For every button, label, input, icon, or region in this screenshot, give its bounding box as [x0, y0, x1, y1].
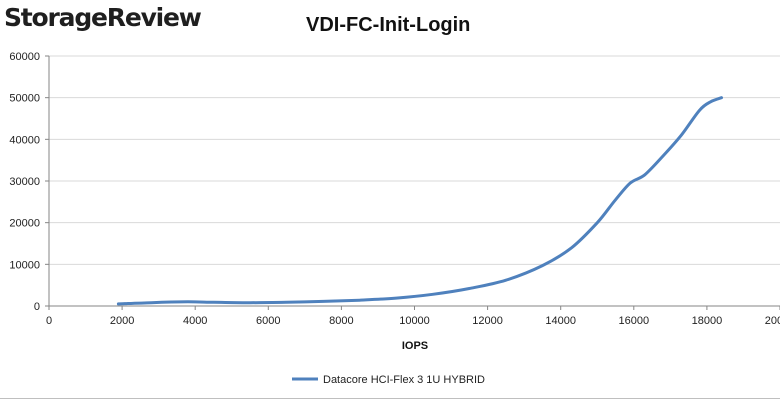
x-axis-label: IOPS: [402, 340, 428, 352]
x-tick-label: 12000: [472, 315, 503, 327]
y-tick-label: 50000: [9, 93, 40, 105]
series-lines: [116, 96, 723, 306]
x-tick-label: 0: [46, 315, 52, 327]
axes: [45, 55, 780, 310]
series-line-0: [116, 96, 723, 306]
legend: Datacore HCI-Flex 3 1U HYBRID: [292, 374, 485, 386]
x-tick-label: 2000: [110, 315, 134, 327]
x-tick-label: 6000: [256, 315, 280, 327]
x-tick-label: 14000: [545, 315, 576, 327]
y-tick-label: 0: [34, 301, 40, 313]
bottom-divider: [0, 398, 780, 399]
x-tick-labels: 0 2000 4000 6000 8000 10000 12000 14000 16000 180…: [46, 315, 780, 327]
y-tick-label: 10000: [9, 259, 40, 271]
x-tick-label: 16000: [619, 315, 650, 327]
x-tick-label: 20000: [765, 315, 780, 327]
y-tick-label: 20000: [9, 218, 40, 230]
legend-label: Datacore HCI-Flex 3 1U HYBRID: [323, 374, 485, 386]
y-tick-label: 60000: [9, 51, 40, 63]
x-tick-label: 4000: [183, 315, 207, 327]
y-tick-labels: 0 10000 20000 30000 40000 50000 60000: [9, 51, 40, 313]
storagereview-logo: StorageReview: [4, 3, 202, 32]
gridlines: [49, 55, 780, 265]
x-tick-label: 18000: [692, 315, 723, 327]
chart-title: VDI-FC-Init-Login: [306, 14, 471, 36]
x-tick-label: 8000: [329, 315, 353, 327]
y-tick-label: 40000: [9, 134, 40, 146]
x-tick-label: 10000: [399, 315, 430, 327]
y-tick-label: 30000: [9, 176, 40, 188]
